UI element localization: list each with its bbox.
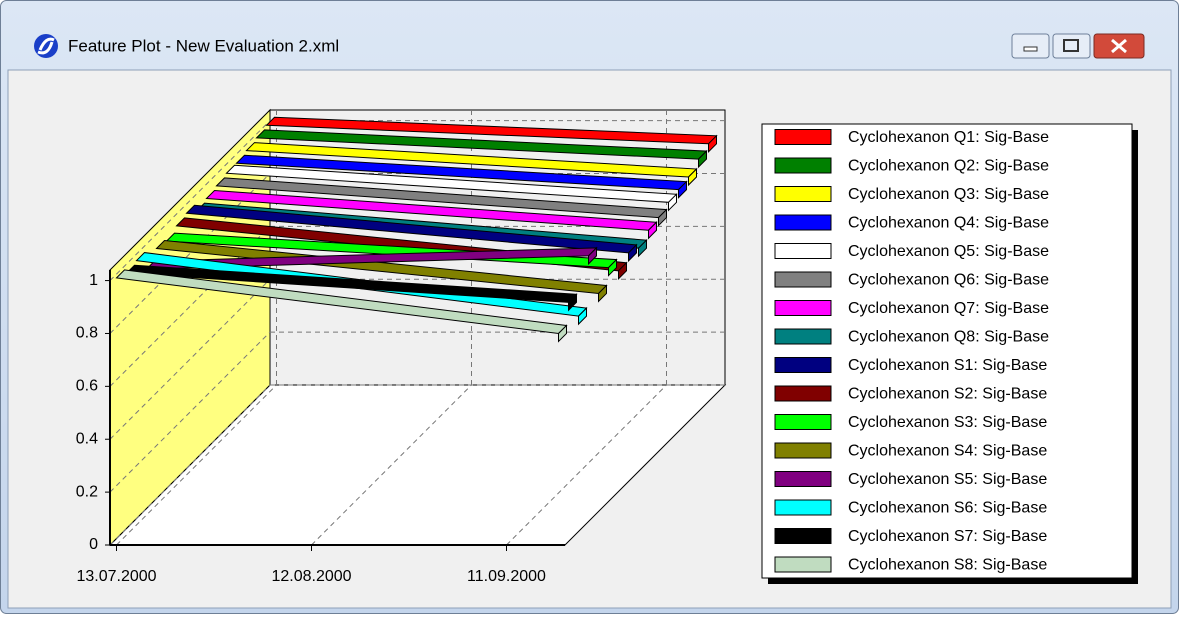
- x-tick-label: 11.09.2000: [467, 568, 546, 585]
- y-tick-label: 0: [89, 536, 98, 553]
- legend-label: Cyclohexanon Q4: Sig-Base: [848, 215, 1049, 232]
- legend-swatch: [774, 300, 832, 316]
- series-ribbon-end: [608, 258, 617, 277]
- series-ribbon-end: [588, 246, 597, 266]
- close-button[interactable]: [1093, 33, 1145, 59]
- legend-label: Cyclohexanon Q7: Sig-Base: [848, 300, 1049, 317]
- legend-swatch: [774, 442, 832, 459]
- legend-label: Cyclohexanon S8: Sig-Base: [848, 557, 1047, 574]
- legend-label: Cyclohexanon Q3: Sig-Base: [848, 186, 1049, 203]
- legend-label: Cyclohexanon S7: Sig-Base: [848, 528, 1047, 545]
- legend-swatch: [774, 328, 832, 345]
- minimize-button[interactable]: [1011, 33, 1050, 59]
- legend-label: Cyclohexanon Q2: Sig-Base: [848, 158, 1049, 175]
- x-tick-label: 12.08.2000: [271, 568, 351, 585]
- series-ribbon-end: [698, 149, 707, 169]
- legend-swatch: [774, 357, 832, 373]
- grid-line: [506, 384, 667, 546]
- legend-swatch: [774, 243, 832, 259]
- maximize-button[interactable]: [1052, 33, 1091, 59]
- series-ribbon-end: [678, 180, 687, 199]
- grid-line: [109, 278, 271, 440]
- grid-line: [109, 384, 271, 546]
- grid-line: [109, 331, 271, 493]
- series-ribbon-end: [708, 134, 717, 154]
- legend-label: Cyclohexanon S5: Sig-Base: [848, 471, 1047, 488]
- legend-swatch: [774, 471, 832, 487]
- series-ribbon-end: [558, 324, 567, 343]
- series-ribbon-end: [568, 293, 577, 312]
- series-ribbon-end: [648, 221, 657, 240]
- legend-label: Cyclohexanon Q1: Sig-Base: [848, 129, 1049, 146]
- plot: 0 0.2 0.4 0.6 0.8 1 13.07.2000 12.08.2000 11.09.…: [76, 108, 727, 585]
- y-tick-label: 0.8: [76, 325, 98, 342]
- legend-swatch: [774, 271, 832, 288]
- legend-swatch: [774, 499, 832, 516]
- series-ribbon-end: [618, 261, 627, 281]
- legend-label: Cyclohexanon Q5: Sig-Base: [848, 243, 1049, 260]
- grid-line: [109, 225, 271, 387]
- series-ribbon-end: [658, 208, 667, 227]
- y-tick-label: 1: [89, 272, 98, 289]
- grid-line: [311, 384, 472, 546]
- grid-line: [116, 384, 277, 546]
- legend-swatch: [774, 414, 832, 430]
- legend-label: Cyclohexanon S6: Sig-Base: [848, 500, 1047, 517]
- y-tick-label: 0.4: [76, 430, 98, 447]
- legend-label: Cyclohexanon S4: Sig-Base: [848, 443, 1047, 460]
- legend-swatch: [774, 214, 832, 231]
- y-tick-label: 0.2: [76, 483, 98, 500]
- legend-label: Cyclohexanon S2: Sig-Base: [848, 386, 1047, 403]
- grid-line: [109, 173, 271, 334]
- legend-swatch: [774, 186, 832, 202]
- series-ribbon-end: [628, 243, 637, 263]
- app-icon: [34, 34, 58, 58]
- window-title: Feature Plot - New Evaluation 2.xml: [68, 36, 339, 55]
- legend: Cyclohexanon Q1: Sig-Base Cyclohexanon Q2…: [761, 123, 1138, 584]
- series-ribbon-end: [638, 238, 647, 258]
- legend-swatch: [774, 385, 832, 402]
- legend-label: Cyclohexanon Q8: Sig-Base: [848, 329, 1049, 346]
- series-ribbon-end: [688, 167, 697, 187]
- series-ribbon-end: [668, 193, 677, 212]
- x-tick-label: 13.07.2000: [76, 568, 156, 585]
- series-ribbon-end: [578, 306, 587, 326]
- legend-label: Cyclohexanon Q6: Sig-Base: [848, 272, 1049, 289]
- legend-swatch: [774, 157, 832, 174]
- grid-line: [109, 120, 271, 281]
- y-tick-label: 0.6: [76, 378, 98, 395]
- legend-label: Cyclohexanon S3: Sig-Base: [848, 414, 1047, 431]
- legend-swatch: [774, 129, 832, 145]
- legend-swatch: [774, 528, 832, 544]
- series-ribbon-end: [598, 284, 607, 303]
- legend-label: Cyclohexanon S1: Sig-Base: [848, 357, 1047, 374]
- legend-swatch: [774, 556, 832, 573]
